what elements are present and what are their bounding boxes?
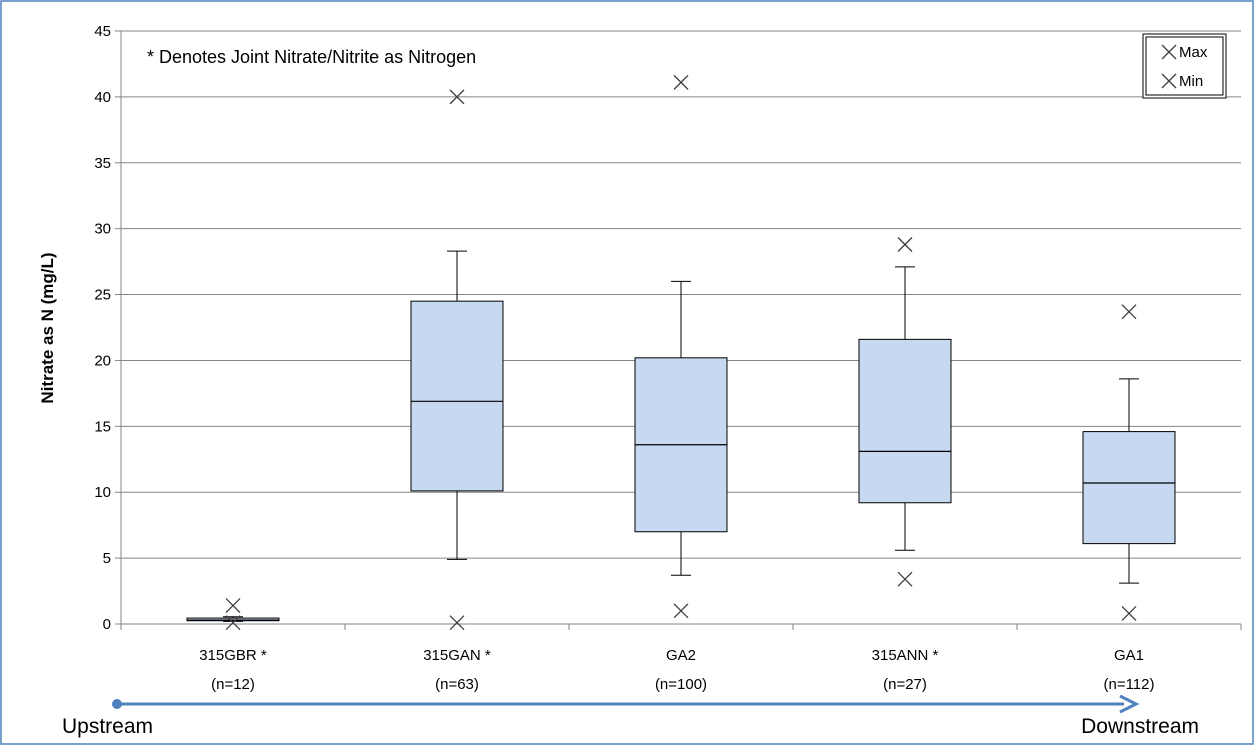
legend-border-inner bbox=[1145, 36, 1224, 96]
iqr-box bbox=[186, 617, 280, 622]
min-marker bbox=[1121, 605, 1137, 621]
upstream-label: Upstream bbox=[62, 715, 153, 738]
x-count-label: (n=112) bbox=[1103, 676, 1154, 693]
y-tick-label: 0 bbox=[103, 616, 111, 633]
downstream-label: Downstream bbox=[1081, 715, 1199, 738]
y-tick-label: 40 bbox=[94, 89, 111, 106]
y-tick-label: 45 bbox=[94, 23, 111, 40]
legend-x-icon bbox=[1161, 73, 1177, 89]
y-tick-label: 25 bbox=[94, 287, 111, 304]
min-marker bbox=[449, 615, 465, 631]
y-axis-title: Nitrate as N (mg/L) bbox=[38, 252, 57, 403]
max-marker bbox=[1121, 304, 1137, 320]
legend: Max Min bbox=[1142, 33, 1227, 99]
legend-x-icon bbox=[1161, 44, 1177, 60]
iqr-box bbox=[1082, 431, 1176, 545]
x-category-label: 315GBR * bbox=[199, 647, 267, 664]
joint-nitrate-note: * Denotes Joint Nitrate/Nitrite as Nitro… bbox=[147, 47, 476, 67]
x-category-label: 315GAN * bbox=[423, 647, 491, 664]
x-category-label: 315ANN * bbox=[872, 647, 939, 664]
x-count-label: (n=12) bbox=[211, 676, 255, 693]
box-4 bbox=[858, 237, 952, 587]
legend-label-max: Max bbox=[1179, 44, 1208, 61]
iqr-box bbox=[410, 300, 504, 492]
max-marker bbox=[897, 237, 913, 252]
legend-border-outer bbox=[1142, 33, 1227, 99]
min-marker bbox=[673, 603, 689, 619]
y-tick-label: 15 bbox=[94, 418, 111, 435]
x-category-label: GA2 bbox=[666, 647, 696, 664]
x-count-label: (n=63) bbox=[435, 676, 479, 693]
y-tick-label: 35 bbox=[94, 155, 111, 172]
y-tick-label: 30 bbox=[94, 221, 111, 238]
y-tick-label: 5 bbox=[103, 550, 111, 567]
box-1 bbox=[186, 598, 280, 631]
y-tick-label: 10 bbox=[94, 484, 111, 501]
y-tick-label: 20 bbox=[94, 352, 111, 369]
min-marker bbox=[897, 571, 913, 587]
x-count-label: (n=100) bbox=[655, 676, 707, 693]
flow-arrow-head bbox=[1119, 694, 1140, 714]
axes: 0 5 10 15 20 25 30 35 40 45 315GBR * (n=12) 315GAN *… bbox=[94, 23, 1242, 693]
max-marker bbox=[673, 74, 689, 90]
flow-direction: Upstream Downstream bbox=[62, 694, 1199, 738]
min-marker bbox=[225, 615, 241, 631]
max-marker bbox=[449, 89, 465, 105]
box-2 bbox=[410, 89, 504, 631]
box-3 bbox=[634, 74, 728, 619]
iqr-box bbox=[858, 338, 952, 504]
x-category-label: GA1 bbox=[1114, 647, 1144, 664]
box-series bbox=[186, 74, 1176, 631]
box-5 bbox=[1082, 304, 1176, 621]
legend-label-min: Min bbox=[1179, 73, 1203, 90]
x-count-label: (n=27) bbox=[883, 676, 927, 693]
max-marker bbox=[225, 598, 241, 614]
